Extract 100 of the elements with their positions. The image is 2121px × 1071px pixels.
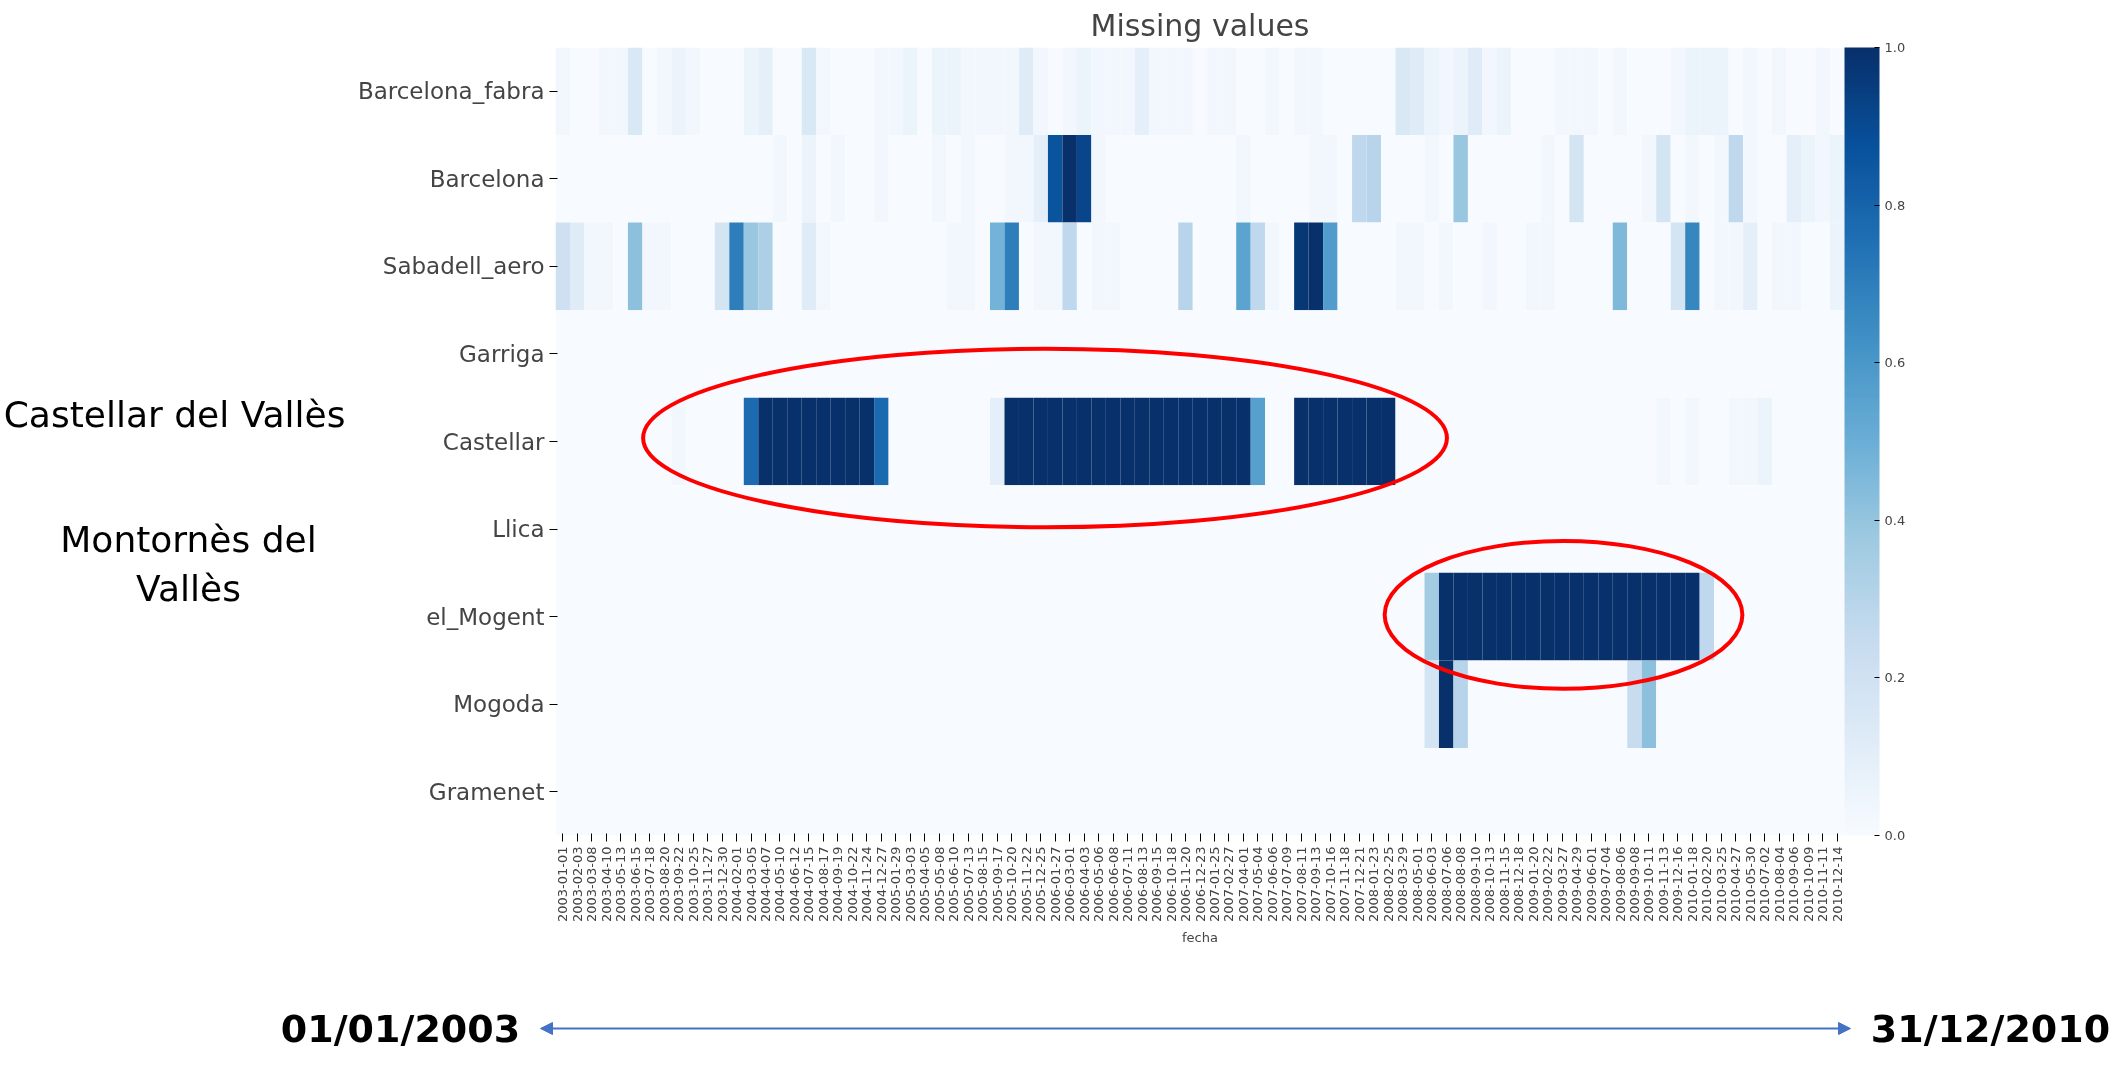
color-bar-label: 0.4 <box>1884 512 1906 528</box>
x-tick-label: 2006-10-18 <box>1163 846 1179 923</box>
x-tick-label: 2006-12-23 <box>1192 846 1208 923</box>
x-tick-label: 2010-09-06 <box>1786 846 1802 923</box>
x-tick-label: 2006-01-27 <box>1047 846 1063 923</box>
x-tick-label: 2005-07-13 <box>960 846 976 923</box>
x-tick-label: 2009-11-13 <box>1655 846 1671 923</box>
x-tick-label: 2006-04-03 <box>1076 846 1092 923</box>
x-tick-label: 2007-12-21 <box>1351 846 1367 923</box>
x-tick-label: 2008-11-15 <box>1496 846 1512 923</box>
x-tick-label: 2010-04-27 <box>1728 846 1744 923</box>
color-bar-label: 0.8 <box>1884 197 1906 213</box>
x-tick-label: 2004-09-19 <box>830 846 846 923</box>
x-tick-label: 2008-07-06 <box>1438 846 1454 923</box>
x-tick-label: 2005-08-15 <box>975 846 991 923</box>
x-tick-label: 2004-12-27 <box>873 846 889 923</box>
x-tick-label: 2006-08-13 <box>1134 846 1150 923</box>
x-tick-label: 2006-06-08 <box>1105 846 1121 923</box>
x-tick-label: 2009-10-11 <box>1641 846 1657 923</box>
x-tick-label: 2009-08-06 <box>1612 846 1628 923</box>
x-tick-label: 2004-06-12 <box>786 846 802 923</box>
x-tick-label: 2005-03-03 <box>902 846 918 923</box>
y-tick-label: Gramenet <box>428 778 545 805</box>
y-tick-label: Castellar <box>442 428 546 455</box>
x-tick-label: 2010-01-18 <box>1684 846 1700 923</box>
x-tick-label: 2005-04-05 <box>917 846 933 923</box>
x-tick-label: 2009-09-08 <box>1626 846 1642 923</box>
color-bar-label: 0.0 <box>1884 828 1906 843</box>
chart-title: Missing values <box>1090 7 1310 43</box>
x-tick-label: 2004-05-10 <box>772 846 788 923</box>
x-axis-title: fecha <box>1182 930 1218 946</box>
x-tick-label: 2008-02-25 <box>1380 846 1396 923</box>
x-tick-label: 2004-08-17 <box>815 846 831 923</box>
x-tick-label: 2008-03-29 <box>1395 846 1411 923</box>
x-tick-label: 2003-12-30 <box>714 846 730 923</box>
x-tick-label: 2007-04-01 <box>1235 846 1251 923</box>
x-tick-label: 2003-08-20 <box>656 846 672 923</box>
x-tick-label: 2004-04-07 <box>758 846 774 923</box>
color-bar-label: 0.2 <box>1884 670 1906 686</box>
x-tick-label: 2003-11-27 <box>700 846 716 923</box>
x-tick-label: 2007-05-04 <box>1250 846 1266 923</box>
x-tick-label: 2010-03-25 <box>1713 846 1729 923</box>
x-tick-label: 2004-11-24 <box>859 846 875 923</box>
x-tick-label: 2009-03-27 <box>1554 846 1570 923</box>
x-tick-label: 2005-05-08 <box>931 846 947 923</box>
text: Montornès del Vallès <box>60 519 317 610</box>
x-tick-label: 2010-02-20 <box>1699 846 1715 923</box>
x-tick-label: 2010-07-02 <box>1757 846 1773 923</box>
x-tick-label: 2008-06-03 <box>1424 846 1440 923</box>
x-tick-label: 2007-11-18 <box>1337 846 1353 923</box>
x-tick-label: 2010-05-30 <box>1742 846 1758 923</box>
x-tick-label: 2008-09-10 <box>1467 846 1483 923</box>
y-tick-label: Barcelona_fabra <box>357 78 545 105</box>
y-tick-label: Mogoda <box>453 691 545 718</box>
x-tick-label: 2003-05-13 <box>613 846 629 923</box>
x-tick-label: 2005-11-22 <box>1018 846 1034 923</box>
x-tick-label: 2008-01-23 <box>1366 846 1382 923</box>
x-tick-label: 2003-07-18 <box>642 846 658 923</box>
x-tick-label: 2003-09-22 <box>671 846 687 923</box>
x-tick-label: 2007-08-11 <box>1293 846 1309 923</box>
y-tick-label: Sabadell_aero <box>382 253 545 280</box>
color-bar-label: 0.6 <box>1884 355 1906 371</box>
x-tick-label: 2008-12-18 <box>1511 846 1527 923</box>
x-tick-label: 2007-07-09 <box>1279 846 1295 923</box>
x-tick-label: 2005-09-17 <box>989 846 1005 923</box>
x-tick-label: 2003-10-25 <box>685 846 701 923</box>
x-tick-label: 2005-12-25 <box>1033 846 1049 923</box>
x-tick-label: 2007-06-06 <box>1264 846 1280 923</box>
color-bar-label: 1.0 <box>1884 40 1906 55</box>
y-tick-label: Llica <box>492 516 545 543</box>
x-tick-label: 2006-09-15 <box>1149 846 1165 923</box>
x-tick-label: 2010-11-11 <box>1815 846 1831 923</box>
x-tick-label: 2006-05-06 <box>1091 846 1107 923</box>
x-tick-label: 2003-03-08 <box>584 846 600 923</box>
x-tick-label: 2007-02-27 <box>1221 846 1237 923</box>
x-tick-label: 2009-04-29 <box>1569 846 1585 923</box>
x-tick-label: 2003-04-10 <box>598 846 614 923</box>
x-tick-label: 2006-07-11 <box>1120 846 1136 923</box>
x-tick-label: 2010-08-04 <box>1771 846 1787 923</box>
text: Castellar del Vallès <box>3 393 346 435</box>
x-tick-label: 2009-02-22 <box>1540 846 1556 923</box>
x-tick-label: 2005-06-10 <box>946 846 962 923</box>
x-tick-label: 2006-03-01 <box>1062 846 1078 923</box>
x-tick-label: 2003-01-01 <box>555 846 571 923</box>
x-tick-label: 2003-02-03 <box>569 846 585 923</box>
x-tick-label: 2004-10-22 <box>844 846 860 923</box>
text: 31/12/2010 <box>1870 1006 2111 1051</box>
x-tick-label: 2004-03-05 <box>743 846 759 923</box>
x-tick-label: 2006-11-20 <box>1178 846 1194 923</box>
x-tick-label: 2007-09-13 <box>1308 846 1324 923</box>
x-tick-label: 2010-10-09 <box>1800 846 1816 923</box>
x-tick-label: 2003-06-15 <box>627 846 643 923</box>
y-tick-label: Barcelona <box>429 165 545 192</box>
y-tick-label: Garriga <box>458 340 545 367</box>
x-tick-label: 2004-07-15 <box>801 846 817 923</box>
x-tick-label: 2007-01-25 <box>1206 846 1222 923</box>
y-tick-label: el_Mogent <box>426 603 545 630</box>
x-tick-label: 2009-07-04 <box>1598 846 1614 923</box>
x-tick-label: 2005-10-20 <box>1004 846 1020 923</box>
x-tick-label: 2009-12-16 <box>1670 846 1686 923</box>
